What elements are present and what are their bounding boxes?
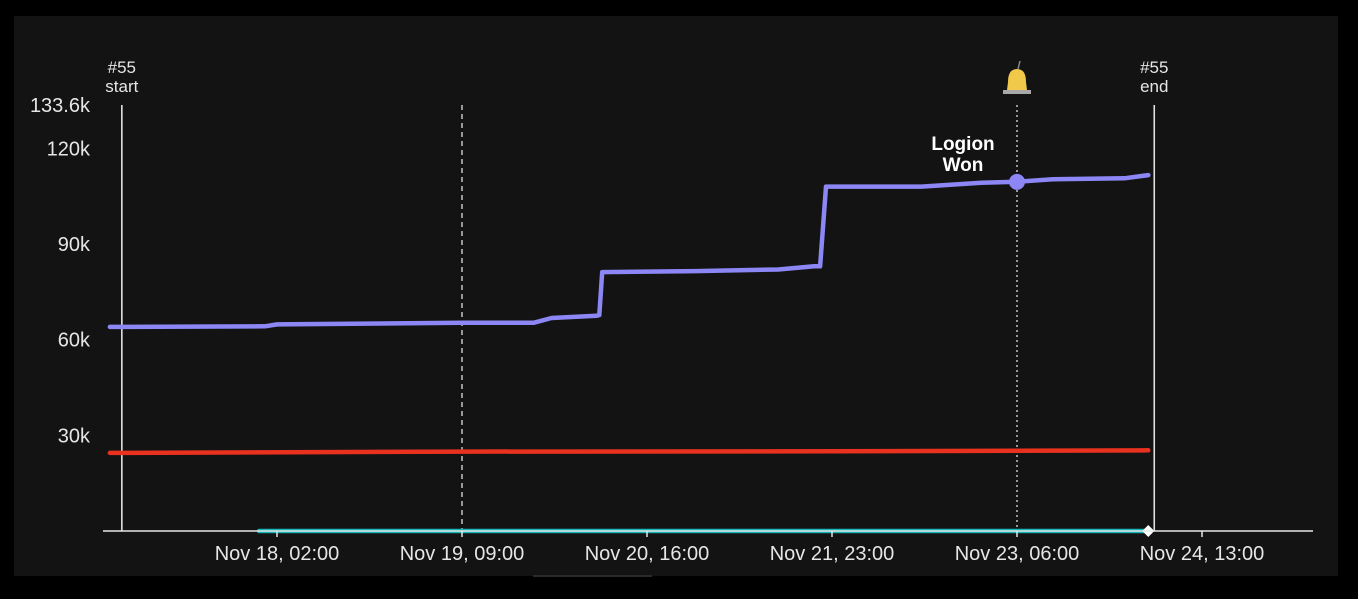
series-line-1 <box>107 448 1151 456</box>
bell-icon-string <box>1017 60 1021 70</box>
annotation-label-0: Logion <box>931 134 994 155</box>
y-max-label: 133.6k <box>30 95 91 117</box>
y-tick-label: 30k <box>58 425 91 447</box>
x-tick-label: Nov 19, 09:00 <box>400 543 525 565</box>
x-tick-label: Nov 18, 02:00 <box>215 543 340 565</box>
bell-icon <box>1003 60 1031 94</box>
x-tick-label: Nov 24, 13:00 <box>1140 543 1265 565</box>
marker-label-event-end-0: #55 <box>1140 58 1168 77</box>
axes-layer <box>103 530 1313 577</box>
marker-label-event-start-1: start <box>105 77 138 96</box>
markers-layer <box>121 105 1156 531</box>
series-line-0 <box>107 172 1151 330</box>
y-tick-label: 90k <box>58 234 91 256</box>
marker-label-event-end-1: end <box>1140 77 1168 96</box>
bell-icon-base <box>1003 90 1031 94</box>
annotation-label-1: Won <box>943 155 984 176</box>
chart-panel <box>14 16 1338 576</box>
y-tick-label: 120k <box>47 138 91 160</box>
series-layer <box>107 172 1155 537</box>
x-tick-label: Nov 23, 06:00 <box>955 543 1080 565</box>
y-tick-label: 60k <box>58 330 91 352</box>
bell-icon-body <box>1007 69 1027 90</box>
x-tick-label: Nov 20, 16:00 <box>585 543 710 565</box>
x-tick-label: Nov 21, 23:00 <box>770 543 895 565</box>
marker-label-event-start-0: #55 <box>108 58 136 77</box>
